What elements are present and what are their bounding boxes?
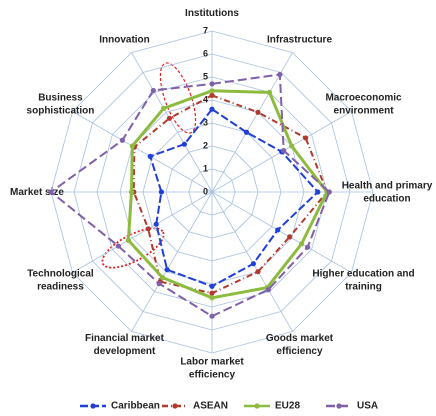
- legend-label: EU28: [275, 401, 300, 412]
- r-tick-label: 1: [203, 163, 208, 173]
- r-tick-label: 2: [203, 140, 208, 150]
- axis-label: Labor market efficiency: [180, 356, 244, 380]
- series-point: [119, 137, 125, 143]
- series-point: [150, 87, 156, 94]
- series-point: [299, 241, 305, 247]
- legend-item: USA: [326, 401, 378, 412]
- spoke: [131, 191, 213, 332]
- series-point: [147, 153, 153, 159]
- r-tick-label: 6: [203, 48, 208, 58]
- axis-label: Higher education and training: [312, 268, 414, 292]
- r-tick-label: 5: [203, 71, 208, 81]
- series-point: [181, 141, 187, 147]
- highlight-ellipse: [159, 62, 197, 134]
- axis-label: Innovation: [99, 34, 150, 45]
- series-point: [250, 261, 256, 267]
- legend-marker: [336, 403, 342, 409]
- legend-marker: [172, 403, 178, 409]
- axis-label: Technological readiness: [27, 268, 94, 292]
- legend-item: ASEAN: [162, 401, 228, 412]
- series-point: [153, 221, 159, 227]
- grid-ring: [96, 76, 328, 308]
- series-point: [266, 89, 273, 96]
- highlight-ellipse: [101, 227, 165, 269]
- series-point: [161, 105, 167, 111]
- series-point: [166, 115, 173, 121]
- spoke: [211, 191, 352, 273]
- axis-label: Business sophistication: [27, 92, 95, 116]
- r-tick-label: 4: [203, 94, 208, 104]
- series-point: [277, 71, 283, 78]
- series-point: [289, 143, 295, 149]
- grid-ring: [73, 53, 351, 331]
- series-point: [209, 283, 215, 289]
- series-point: [115, 243, 121, 249]
- axis-label: Infrastructure: [267, 34, 332, 45]
- series-line: [126, 89, 329, 300]
- spoke: [72, 191, 213, 273]
- grid-ring: [165, 145, 259, 239]
- axis-label: Goods market efficiency: [266, 333, 334, 357]
- series-point: [164, 267, 170, 273]
- r-tick-label: 3: [203, 117, 208, 127]
- series-point: [255, 269, 261, 275]
- series-point: [209, 106, 215, 112]
- series-point: [158, 189, 164, 195]
- series-point: [255, 109, 261, 115]
- legend-marker: [90, 403, 96, 409]
- grid-ring: [188, 168, 236, 216]
- series-point: [209, 290, 215, 296]
- legend-item: Caribbean: [80, 401, 160, 412]
- series-point: [209, 313, 215, 319]
- legend-label: ASEAN: [193, 401, 228, 412]
- series-point: [243, 129, 250, 135]
- series-point: [129, 143, 135, 149]
- series-point: [209, 92, 215, 98]
- series-point: [156, 281, 162, 287]
- r-tick-label: 7: [203, 25, 208, 35]
- axis-label: Health and primary education: [342, 180, 433, 204]
- series-point: [128, 189, 135, 195]
- series-point: [303, 135, 309, 141]
- legend-item: EU28: [244, 401, 300, 412]
- series-point: [209, 81, 215, 87]
- axis-label: Institutions: [185, 8, 239, 19]
- series-point: [305, 244, 311, 250]
- grid-ring: [50, 30, 374, 354]
- series-point: [48, 189, 54, 195]
- series-point: [287, 234, 293, 240]
- legend-label: Caribbean: [111, 401, 160, 412]
- legend-marker: [254, 403, 260, 409]
- axis-label: Financial market development: [85, 333, 165, 357]
- series-point: [315, 189, 321, 195]
- series-line: [149, 107, 320, 288]
- r-tick-label: 0: [203, 186, 208, 196]
- series-point: [326, 189, 332, 195]
- series-point: [275, 227, 281, 233]
- series-point: [265, 287, 271, 293]
- series-point: [281, 148, 287, 154]
- legend-label: USA: [357, 401, 378, 412]
- series-point: [209, 295, 215, 301]
- series-point: [209, 88, 215, 94]
- series-point: [159, 275, 166, 281]
- series-point: [145, 226, 151, 232]
- axis-label: Market size: [10, 187, 64, 198]
- series-point: [125, 237, 131, 243]
- spoke: [131, 52, 213, 193]
- axis-label: Macroeconomic environment: [325, 92, 402, 116]
- spoke: [72, 111, 213, 193]
